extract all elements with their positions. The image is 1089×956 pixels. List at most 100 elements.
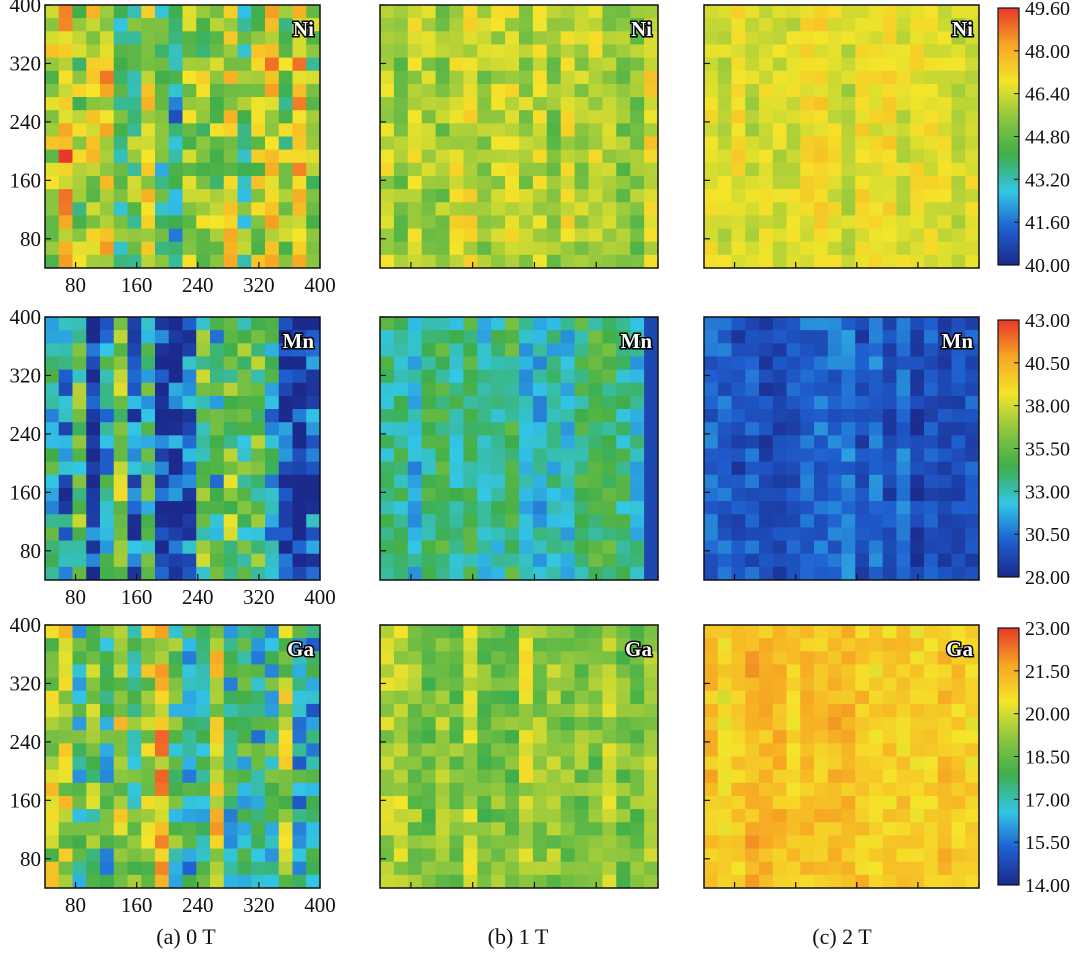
heatmap-cell bbox=[86, 651, 101, 666]
heatmap-cell bbox=[937, 136, 953, 151]
heatmap-cell bbox=[196, 553, 211, 568]
heatmap-cell bbox=[800, 241, 815, 256]
heatmap-cell bbox=[602, 175, 617, 190]
heatmap-cell bbox=[407, 717, 423, 731]
heatmap-cell bbox=[560, 382, 576, 397]
heatmap-cell bbox=[265, 527, 280, 542]
heatmap-cell bbox=[910, 123, 925, 138]
heatmap-cell bbox=[560, 848, 576, 863]
heatmap-cell bbox=[855, 215, 870, 230]
heatmap-cell bbox=[45, 317, 60, 331]
heatmap-cell bbox=[827, 70, 843, 85]
heatmap-cell bbox=[86, 97, 101, 111]
heatmap-cell bbox=[800, 149, 815, 164]
heatmap-cell bbox=[896, 18, 911, 32]
heatmap-cell bbox=[393, 5, 409, 19]
heatmap-cell bbox=[951, 822, 966, 836]
heatmap-cell bbox=[745, 317, 760, 331]
heatmap-cell bbox=[602, 395, 617, 410]
heatmap-cell bbox=[251, 228, 266, 243]
heatmap-cell bbox=[421, 254, 437, 268]
heatmap-cell bbox=[896, 44, 911, 59]
heatmap-cell bbox=[477, 149, 492, 164]
heatmap-cell bbox=[644, 514, 658, 528]
heatmap-cell bbox=[491, 848, 506, 863]
heatmap-cell bbox=[644, 717, 658, 731]
heatmap-cell bbox=[407, 110, 423, 124]
heatmap-cell bbox=[704, 743, 719, 758]
heatmap-cell bbox=[127, 527, 142, 542]
heatmap-cell bbox=[759, 566, 774, 580]
heatmap-cell bbox=[237, 435, 252, 450]
heatmap-cell bbox=[800, 769, 815, 784]
heatmap-cell bbox=[951, 175, 966, 190]
heatmap-cell bbox=[449, 189, 464, 203]
heatmap-cell bbox=[882, 123, 898, 138]
heatmap-cell bbox=[827, 677, 843, 692]
heatmap-cell bbox=[196, 110, 211, 124]
heatmap-cell bbox=[463, 651, 478, 666]
heatmap-cell bbox=[717, 31, 733, 46]
heatmap-cell bbox=[278, 254, 294, 268]
panel-frame bbox=[44, 624, 321, 889]
heatmap-cell bbox=[196, 136, 211, 151]
heatmap-cell bbox=[265, 540, 280, 555]
heatmap-cell bbox=[265, 822, 280, 836]
heatmap-cell bbox=[182, 822, 197, 836]
heatmap-cell bbox=[574, 356, 590, 371]
heatmap-cell bbox=[237, 743, 252, 758]
heatmap-cell bbox=[100, 241, 115, 256]
heatmap-cell bbox=[100, 638, 115, 652]
heatmap-cell bbox=[717, 625, 733, 639]
heatmap-cell bbox=[449, 677, 464, 692]
heatmap-cell bbox=[519, 756, 534, 771]
heatmap-cell bbox=[745, 848, 760, 863]
heatmap-cell bbox=[306, 356, 320, 371]
heatmap-cell bbox=[505, 769, 520, 784]
heatmap-cell bbox=[616, 215, 631, 230]
heatmap-cell bbox=[380, 677, 395, 692]
heatmap-cell bbox=[168, 110, 184, 124]
y-tick-label: 320 bbox=[10, 51, 42, 75]
heatmap-cell bbox=[910, 501, 925, 515]
heatmap-cell bbox=[814, 83, 829, 98]
heatmap-cell bbox=[896, 703, 911, 718]
heatmap-cell bbox=[237, 769, 252, 784]
heatmap-cell bbox=[519, 70, 534, 85]
heatmap-cell bbox=[630, 202, 645, 216]
heatmap-cell bbox=[745, 690, 760, 705]
heatmap-cell bbox=[155, 136, 170, 151]
heatmap-cell bbox=[237, 690, 252, 705]
heatmap-cell bbox=[827, 110, 843, 124]
heatmap-cell bbox=[210, 874, 225, 888]
heatmap-cell bbox=[155, 664, 170, 679]
heatmap-cell bbox=[786, 422, 801, 436]
heatmap-cell bbox=[477, 175, 492, 190]
heatmap-cell bbox=[155, 254, 170, 268]
colorbar-tick-label: 18.50 bbox=[1025, 747, 1070, 769]
heatmap-cell bbox=[786, 514, 801, 528]
heatmap-cell bbox=[278, 717, 294, 731]
heatmap-cell bbox=[616, 703, 631, 718]
heatmap-cell bbox=[896, 822, 911, 836]
heatmap-cell bbox=[896, 395, 911, 410]
heatmap-cell bbox=[100, 44, 115, 59]
heatmap-cell bbox=[616, 835, 631, 850]
heatmap-cell bbox=[869, 487, 884, 502]
heatmap-cell bbox=[72, 703, 87, 718]
heatmap-cell bbox=[421, 215, 437, 230]
heatmap-cell bbox=[491, 83, 506, 98]
heatmap-cell bbox=[491, 690, 506, 705]
heatmap-cell bbox=[574, 474, 590, 489]
heatmap-cell bbox=[731, 97, 746, 111]
heatmap-cell bbox=[45, 343, 60, 358]
heatmap-cell bbox=[896, 743, 911, 758]
heatmap-cell bbox=[463, 175, 478, 190]
heatmap-cell bbox=[491, 395, 506, 410]
heatmap-cell bbox=[814, 70, 829, 85]
heatmap-cell bbox=[965, 527, 979, 542]
heatmap-cell bbox=[937, 70, 953, 85]
heatmap-cell bbox=[602, 136, 617, 151]
heatmap-cell bbox=[113, 202, 129, 216]
heatmap-cell bbox=[463, 703, 478, 718]
